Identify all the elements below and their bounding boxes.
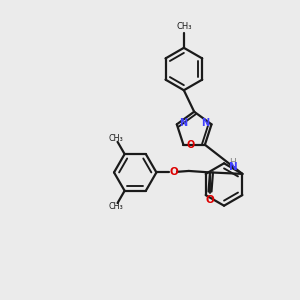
Text: CH₃: CH₃ <box>108 202 123 211</box>
Text: CH₃: CH₃ <box>176 22 192 31</box>
Text: N: N <box>179 118 187 128</box>
Text: H: H <box>229 158 236 167</box>
Text: O: O <box>186 140 195 150</box>
Text: O: O <box>205 194 214 205</box>
Text: O: O <box>169 167 178 176</box>
Text: CH₃: CH₃ <box>108 134 123 143</box>
Text: N: N <box>201 118 209 128</box>
Text: N: N <box>229 162 238 172</box>
